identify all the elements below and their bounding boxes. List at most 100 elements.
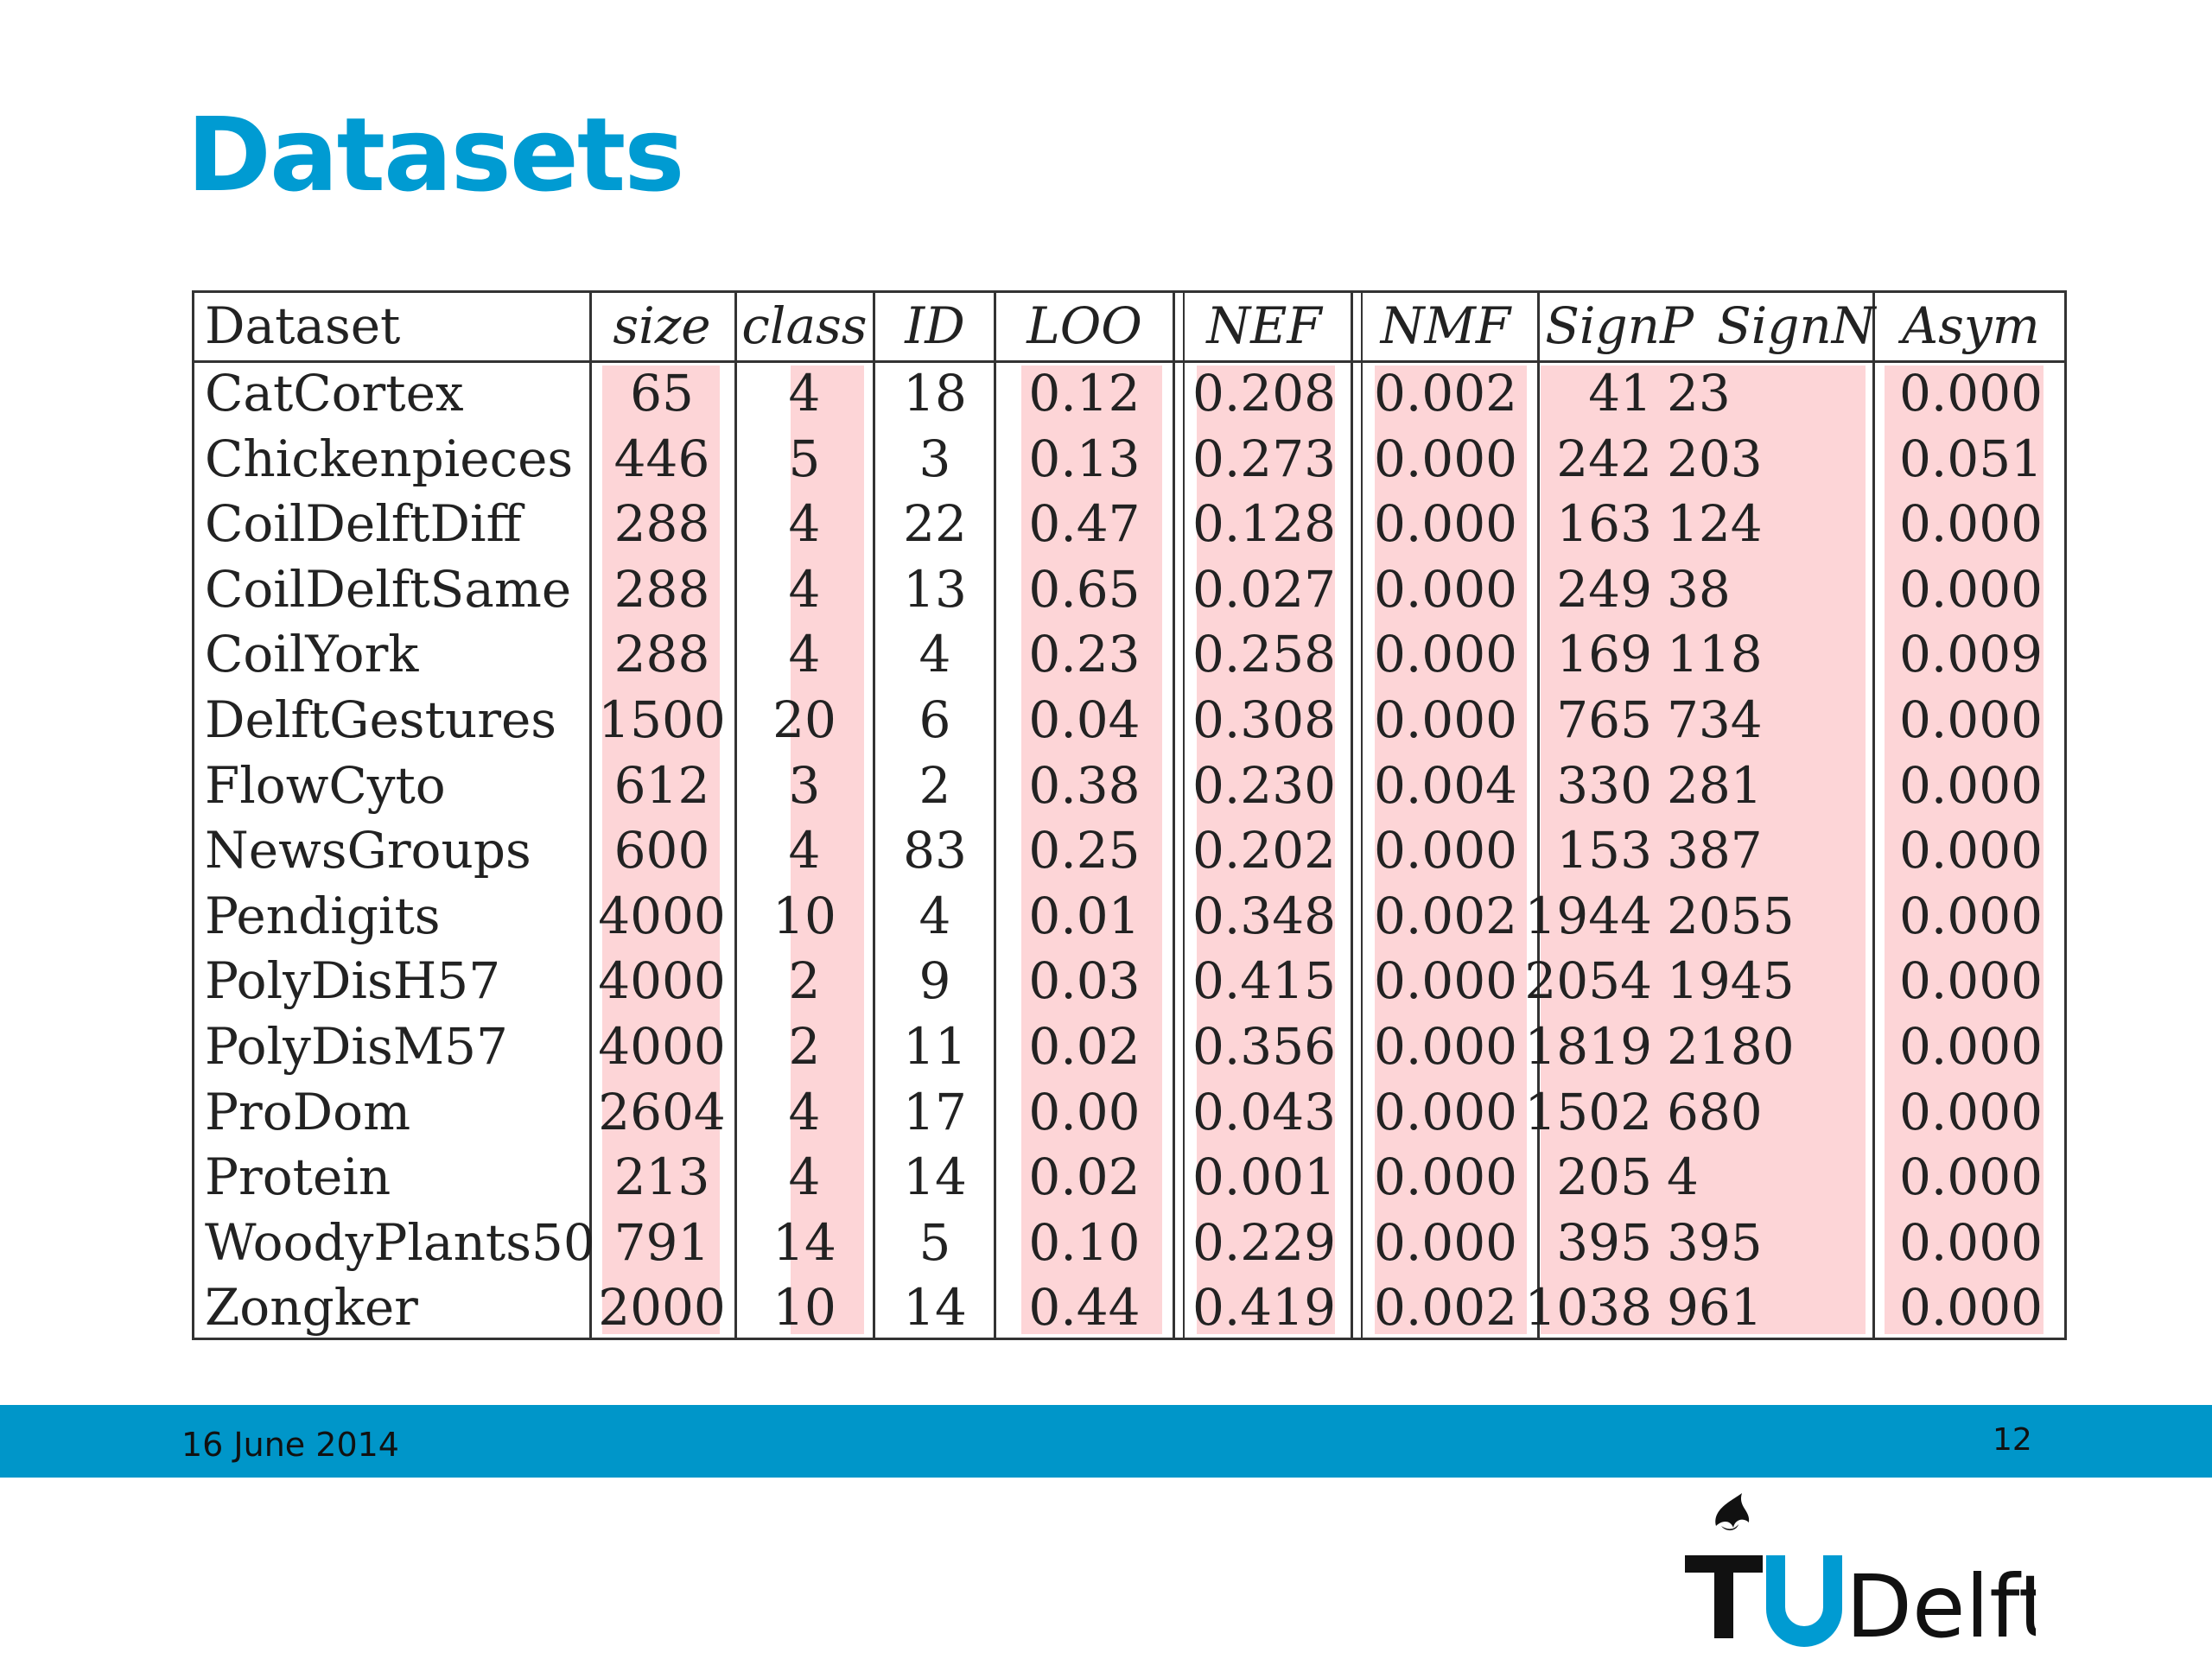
table-cell: 961 bbox=[1667, 1278, 1763, 1338]
column-divider bbox=[1361, 293, 1363, 1338]
table-cell: 0.000 bbox=[1373, 1147, 1518, 1207]
table-cell: 0.000 bbox=[1898, 1278, 2044, 1338]
table-cell: 0.004 bbox=[1373, 755, 1518, 815]
table-cell: 288 bbox=[613, 625, 710, 684]
dataset-name-cell: FlowCyto bbox=[205, 755, 446, 815]
dataset-name-cell: CoilDelftSame bbox=[205, 559, 572, 619]
table-cell: 0.000 bbox=[1898, 494, 2044, 554]
column-header: Dataset bbox=[205, 296, 401, 355]
dataset-name-cell: ProDom bbox=[205, 1082, 411, 1141]
table-cell: 9 bbox=[918, 951, 951, 1011]
table-cell: 38 bbox=[1667, 559, 1731, 619]
table-cell: 2 bbox=[788, 1017, 821, 1076]
table-cell: 1945 bbox=[1667, 951, 1795, 1011]
table-cell: 0.000 bbox=[1373, 494, 1518, 554]
table-cell: 6 bbox=[918, 690, 951, 749]
table-cell: 5 bbox=[788, 429, 821, 488]
table-cell: 765 bbox=[1556, 690, 1652, 749]
table-cell: 0.01 bbox=[1028, 886, 1141, 945]
table-cell: 0.44 bbox=[1028, 1278, 1141, 1338]
table-cell: 65 bbox=[630, 364, 694, 423]
table-cell: 4 bbox=[918, 625, 951, 684]
table-cell: 169 bbox=[1556, 625, 1652, 684]
table-cell: 4000 bbox=[598, 1017, 726, 1076]
table-cell: 0.000 bbox=[1898, 821, 2044, 880]
column-divider bbox=[1351, 293, 1353, 1338]
tudelft-logo: Delft bbox=[1685, 1493, 2036, 1647]
table-cell: 0.308 bbox=[1192, 690, 1337, 749]
table-cell: 22 bbox=[903, 494, 967, 554]
table-cell: 3 bbox=[918, 429, 951, 488]
table-cell: 249 bbox=[1556, 559, 1652, 619]
table-cell: 446 bbox=[613, 429, 710, 488]
page-number: 12 bbox=[1993, 1422, 2032, 1458]
column-header: LOO bbox=[1027, 296, 1142, 355]
table-cell: 23 bbox=[1667, 364, 1731, 423]
table-cell: 0.000 bbox=[1373, 559, 1518, 619]
footer-date: 16 June 2014 bbox=[181, 1426, 399, 1464]
table-cell: 13 bbox=[903, 559, 967, 619]
table-cell: 4 bbox=[788, 625, 821, 684]
table-cell: 213 bbox=[613, 1147, 710, 1207]
table-cell: 387 bbox=[1667, 821, 1763, 880]
table-cell: 0.002 bbox=[1373, 886, 1518, 945]
column-divider bbox=[1537, 293, 1540, 1338]
column-header: SignN bbox=[1717, 296, 1876, 355]
table-cell: 0.356 bbox=[1192, 1017, 1337, 1076]
table-cell: 4 bbox=[918, 886, 951, 945]
column-divider bbox=[1173, 293, 1175, 1338]
table-cell: 205 bbox=[1556, 1147, 1652, 1207]
table-cell: 0.128 bbox=[1192, 494, 1337, 554]
table-cell: 163 bbox=[1556, 494, 1652, 554]
table-cell: 0.23 bbox=[1028, 625, 1141, 684]
page-title: Datasets bbox=[187, 95, 685, 214]
table-cell: 0.002 bbox=[1373, 364, 1518, 423]
highlight-band bbox=[1541, 365, 1866, 1334]
table-cell: 0.000 bbox=[1373, 1082, 1518, 1141]
table-cell: 2180 bbox=[1667, 1017, 1795, 1076]
table-cell: 3 bbox=[788, 755, 821, 815]
column-header: NMF bbox=[1380, 296, 1511, 355]
table-cell: 10 bbox=[772, 886, 836, 945]
column-divider bbox=[589, 293, 592, 1338]
highlight-band bbox=[602, 365, 720, 1334]
table-cell: 4 bbox=[788, 559, 821, 619]
table-cell: 0.02 bbox=[1028, 1017, 1141, 1076]
table-cell: 1500 bbox=[598, 690, 726, 749]
table-cell: 0.02 bbox=[1028, 1147, 1141, 1207]
dataset-name-cell: Chickenpieces bbox=[205, 429, 574, 488]
table-cell: 4 bbox=[788, 1147, 821, 1207]
column-header: Asym bbox=[1902, 296, 2040, 355]
dataset-name-cell: CoilDelftDiff bbox=[205, 494, 522, 554]
svg-text:Delft: Delft bbox=[1846, 1556, 2036, 1647]
table-cell: 203 bbox=[1667, 429, 1763, 488]
table-cell: 288 bbox=[613, 559, 710, 619]
table-cell: 4 bbox=[788, 494, 821, 554]
table-cell: 0.027 bbox=[1192, 559, 1337, 619]
table-cell: 153 bbox=[1556, 821, 1652, 880]
table-cell: 14 bbox=[903, 1147, 967, 1207]
table-cell: 2 bbox=[918, 755, 951, 815]
table-cell: 0.000 bbox=[1898, 886, 2044, 945]
table-cell: 2604 bbox=[598, 1082, 726, 1141]
table-cell: 10 bbox=[772, 1278, 836, 1338]
column-divider bbox=[873, 293, 875, 1338]
table-cell: 395 bbox=[1556, 1212, 1652, 1272]
highlight-band bbox=[1021, 365, 1162, 1334]
column-header: SignP bbox=[1545, 296, 1694, 355]
table-cell: 0.00 bbox=[1028, 1082, 1141, 1141]
table-cell: 0.002 bbox=[1373, 1278, 1518, 1338]
table-cell: 1819 bbox=[1524, 1017, 1652, 1076]
column-header: class bbox=[741, 296, 868, 355]
column-divider bbox=[1183, 293, 1185, 1338]
table-cell: 2055 bbox=[1667, 886, 1795, 945]
table-cell: 14 bbox=[772, 1212, 836, 1272]
column-divider bbox=[994, 293, 996, 1338]
dataset-name-cell: Pendigits bbox=[205, 886, 441, 945]
table-cell: 5 bbox=[918, 1212, 951, 1272]
column-header: size bbox=[613, 296, 711, 355]
table-cell: 0.000 bbox=[1373, 821, 1518, 880]
table-cell: 0.000 bbox=[1898, 755, 2044, 815]
table-cell: 600 bbox=[613, 821, 710, 880]
table-cell: 791 bbox=[613, 1212, 710, 1272]
